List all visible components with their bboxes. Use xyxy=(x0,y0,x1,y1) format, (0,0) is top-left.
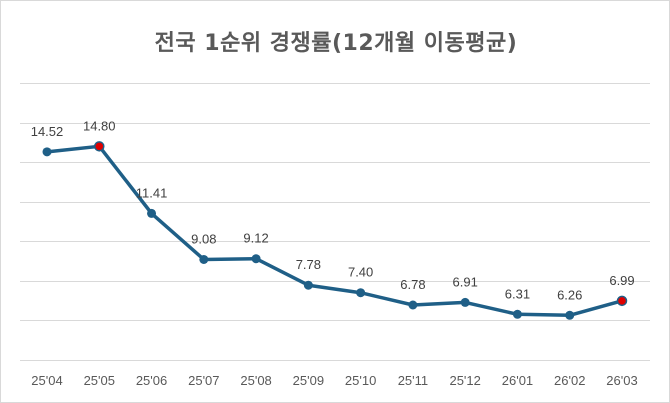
data-point xyxy=(408,300,418,310)
data-point xyxy=(512,309,522,319)
highlighted-point xyxy=(616,295,628,307)
data-label: 6.99 xyxy=(609,273,634,288)
highlighted-point xyxy=(94,141,105,152)
x-tick-label: 25'12 xyxy=(449,373,480,388)
data-label: 7.78 xyxy=(296,257,321,272)
x-tick-label: 25'08 xyxy=(240,373,271,388)
data-point xyxy=(199,254,209,264)
data-label: 6.31 xyxy=(505,286,530,301)
x-tick-label: 25'07 xyxy=(188,373,219,388)
data-label: 6.26 xyxy=(557,287,582,302)
data-label: 7.40 xyxy=(348,265,373,280)
x-tick-label: 25'10 xyxy=(345,373,376,388)
data-label: 6.78 xyxy=(400,277,425,292)
data-point xyxy=(356,288,366,298)
data-point xyxy=(303,280,313,290)
data-label: 6.91 xyxy=(453,274,478,289)
data-point xyxy=(42,147,52,157)
data-point xyxy=(251,254,261,264)
chart-title: 전국 1순위 경쟁률(12개월 이동평균) xyxy=(154,31,518,56)
data-label: 11.41 xyxy=(136,185,168,200)
x-tick-label: 26'02 xyxy=(554,373,585,388)
data-label: 9.12 xyxy=(243,231,268,246)
data-label: 9.08 xyxy=(191,231,216,246)
data-label: 14.80 xyxy=(83,118,116,133)
x-tick-label: 25'06 xyxy=(136,373,167,388)
x-tick-label: 25'11 xyxy=(398,373,428,388)
data-point xyxy=(565,310,575,320)
data-label: 14.52 xyxy=(31,124,64,139)
data-point xyxy=(147,208,157,218)
x-tick-label: 26'03 xyxy=(606,373,637,388)
data-point xyxy=(460,297,470,307)
x-tick-label: 25'04 xyxy=(31,373,62,388)
x-tick-label: 25'05 xyxy=(84,373,115,388)
series-line xyxy=(45,144,624,318)
x-tick-label: 25'09 xyxy=(293,373,324,388)
x-tick-label: 26'01 xyxy=(502,373,533,388)
